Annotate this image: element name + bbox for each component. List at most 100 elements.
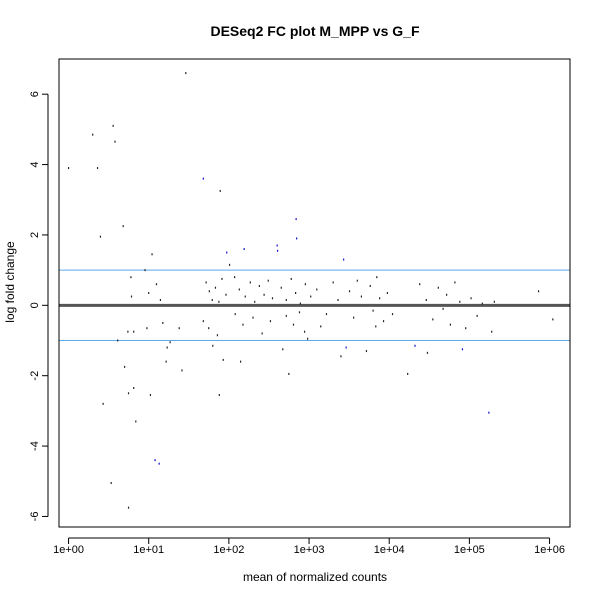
- x-tick-label: 1e+03: [294, 544, 325, 556]
- data-point: [228, 263, 231, 266]
- data-point: [208, 290, 210, 293]
- x-tick-label: 1e+06: [534, 544, 565, 556]
- data-point: [379, 297, 381, 300]
- data-point: [267, 279, 269, 282]
- x-tick-label: 1e+01: [133, 544, 164, 556]
- data-point: [221, 277, 223, 280]
- data-point-significant: [343, 258, 345, 261]
- data-point-significant: [295, 218, 297, 221]
- data-point: [353, 316, 355, 319]
- y-tick-label: 2: [29, 232, 41, 238]
- data-point: [178, 327, 180, 330]
- data-points: [67, 72, 554, 509]
- chart-title: DESeq2 FC plot M_MPP vs G_F: [210, 23, 419, 39]
- data-point: [133, 330, 135, 333]
- data-point-significant: [276, 249, 279, 252]
- x-tick-label: 1e+02: [213, 544, 244, 556]
- data-point: [244, 295, 246, 298]
- y-tick-label: -6: [29, 512, 41, 522]
- data-point: [155, 283, 158, 286]
- data-point: [407, 372, 409, 375]
- data-point: [552, 318, 554, 321]
- data-point: [282, 348, 284, 351]
- data-point: [271, 297, 274, 300]
- data-point: [391, 313, 394, 316]
- data-point: [159, 299, 162, 302]
- data-point: [298, 311, 301, 314]
- data-point: [454, 281, 456, 284]
- data-point: [446, 293, 448, 296]
- data-point: [295, 292, 297, 294]
- data-point: [252, 316, 254, 319]
- data-point-significant: [226, 251, 228, 254]
- data-point: [149, 394, 152, 397]
- data-point: [123, 365, 126, 368]
- data-point: [303, 330, 306, 333]
- data-point: [258, 284, 260, 287]
- data-point: [307, 337, 309, 340]
- data-point: [299, 302, 301, 305]
- data-point: [263, 293, 265, 296]
- data-point: [356, 279, 358, 282]
- data-point: [280, 286, 282, 289]
- y-axis-label: log fold change: [3, 241, 17, 323]
- data-point: [216, 334, 219, 337]
- y-tick-label: -2: [29, 371, 41, 381]
- x-axis-label: mean of normalized counts: [243, 570, 387, 584]
- data-point: [269, 320, 272, 323]
- data-point: [249, 281, 251, 284]
- data-point: [185, 72, 187, 75]
- data-point: [285, 314, 287, 317]
- data-point: [425, 299, 427, 302]
- data-point: [146, 327, 148, 330]
- data-point-significant: [461, 348, 464, 351]
- data-point-significant: [158, 462, 160, 465]
- data-point: [304, 283, 306, 286]
- data-point: [133, 387, 135, 390]
- data-point: [117, 339, 119, 342]
- data-point: [254, 300, 256, 303]
- data-point: [449, 323, 452, 326]
- data-point: [442, 307, 444, 310]
- x-tick-label: 1e+00: [53, 544, 84, 556]
- data-point: [365, 350, 368, 353]
- y-tick-label: 4: [29, 162, 41, 168]
- data-point: [127, 330, 129, 333]
- data-point: [135, 420, 137, 423]
- data-point: [102, 402, 104, 405]
- data-point: [310, 295, 312, 298]
- data-point: [360, 295, 363, 298]
- y-tick-label: 6: [29, 91, 41, 97]
- x-tick-label: 1e+05: [454, 544, 485, 556]
- data-point: [67, 167, 70, 170]
- data-point: [316, 288, 318, 291]
- reference-lines: [59, 269, 570, 342]
- data-point: [372, 309, 374, 312]
- data-point: [205, 281, 207, 284]
- data-point: [148, 292, 150, 294]
- data-point: [288, 372, 290, 375]
- data-point: [122, 225, 124, 228]
- data-point: [151, 253, 153, 256]
- data-point-significant: [202, 177, 204, 180]
- data-point: [432, 318, 434, 321]
- data-point: [285, 299, 287, 302]
- data-point: [212, 344, 214, 347]
- data-point: [382, 320, 385, 323]
- data-point: [537, 290, 540, 293]
- data-point: [96, 167, 99, 170]
- data-point-significant: [154, 459, 156, 462]
- data-point: [144, 269, 146, 272]
- data-point: [130, 295, 133, 298]
- data-point: [165, 360, 167, 363]
- data-point: [214, 286, 217, 289]
- data-point: [162, 321, 164, 324]
- data-point: [386, 292, 389, 294]
- data-point: [290, 277, 292, 280]
- data-point: [493, 300, 495, 303]
- data-point: [376, 276, 378, 279]
- data-point: [222, 358, 224, 361]
- data-point: [459, 300, 461, 303]
